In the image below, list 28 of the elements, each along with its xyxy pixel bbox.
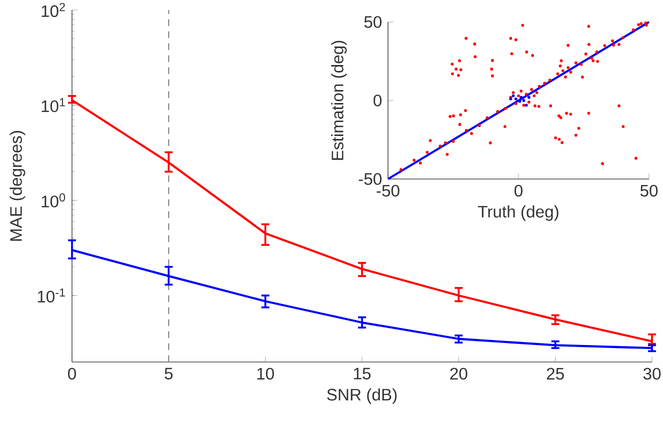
y-tick-label: 10$^{2}$	[42, 2, 65, 18]
y-axis-title: MAE (degrees)	[10, 131, 26, 241]
x-tick-label: 25	[546, 368, 564, 380]
x-axis-title: Truth (deg)	[478, 205, 558, 221]
x-tick-label: 10	[257, 368, 274, 380]
y-tick-label: 50	[364, 16, 382, 28]
y-tick-label: 0	[374, 94, 382, 106]
x-tick-label: 0	[514, 184, 522, 197]
y-tick-label: -50	[358, 173, 382, 185]
x-tick-label: 20	[450, 368, 468, 380]
point	[524, 104, 528, 107]
x-tick-label: 5	[164, 368, 173, 380]
x-tick-label: 0	[68, 368, 76, 380]
y-tick-label: 10$^{-1}$	[38, 288, 65, 302]
x-tick-label: 15	[354, 368, 371, 380]
x-tick-label: -50	[376, 184, 400, 197]
point	[522, 99, 526, 102]
x-tick-label: 50	[640, 184, 658, 197]
point	[514, 97, 518, 100]
y-tick-label: 10$^{1}$	[42, 98, 65, 112]
x-tick-label: 30	[643, 368, 661, 380]
y-tick-label: 10$^{0}$	[42, 193, 66, 208]
x-axis-title: SNR (dB)	[327, 388, 397, 404]
point	[520, 96, 523, 99]
point	[518, 100, 522, 103]
y-axis-title: Estimation (deg)	[331, 40, 347, 160]
point	[527, 96, 530, 99]
point	[512, 94, 515, 98]
